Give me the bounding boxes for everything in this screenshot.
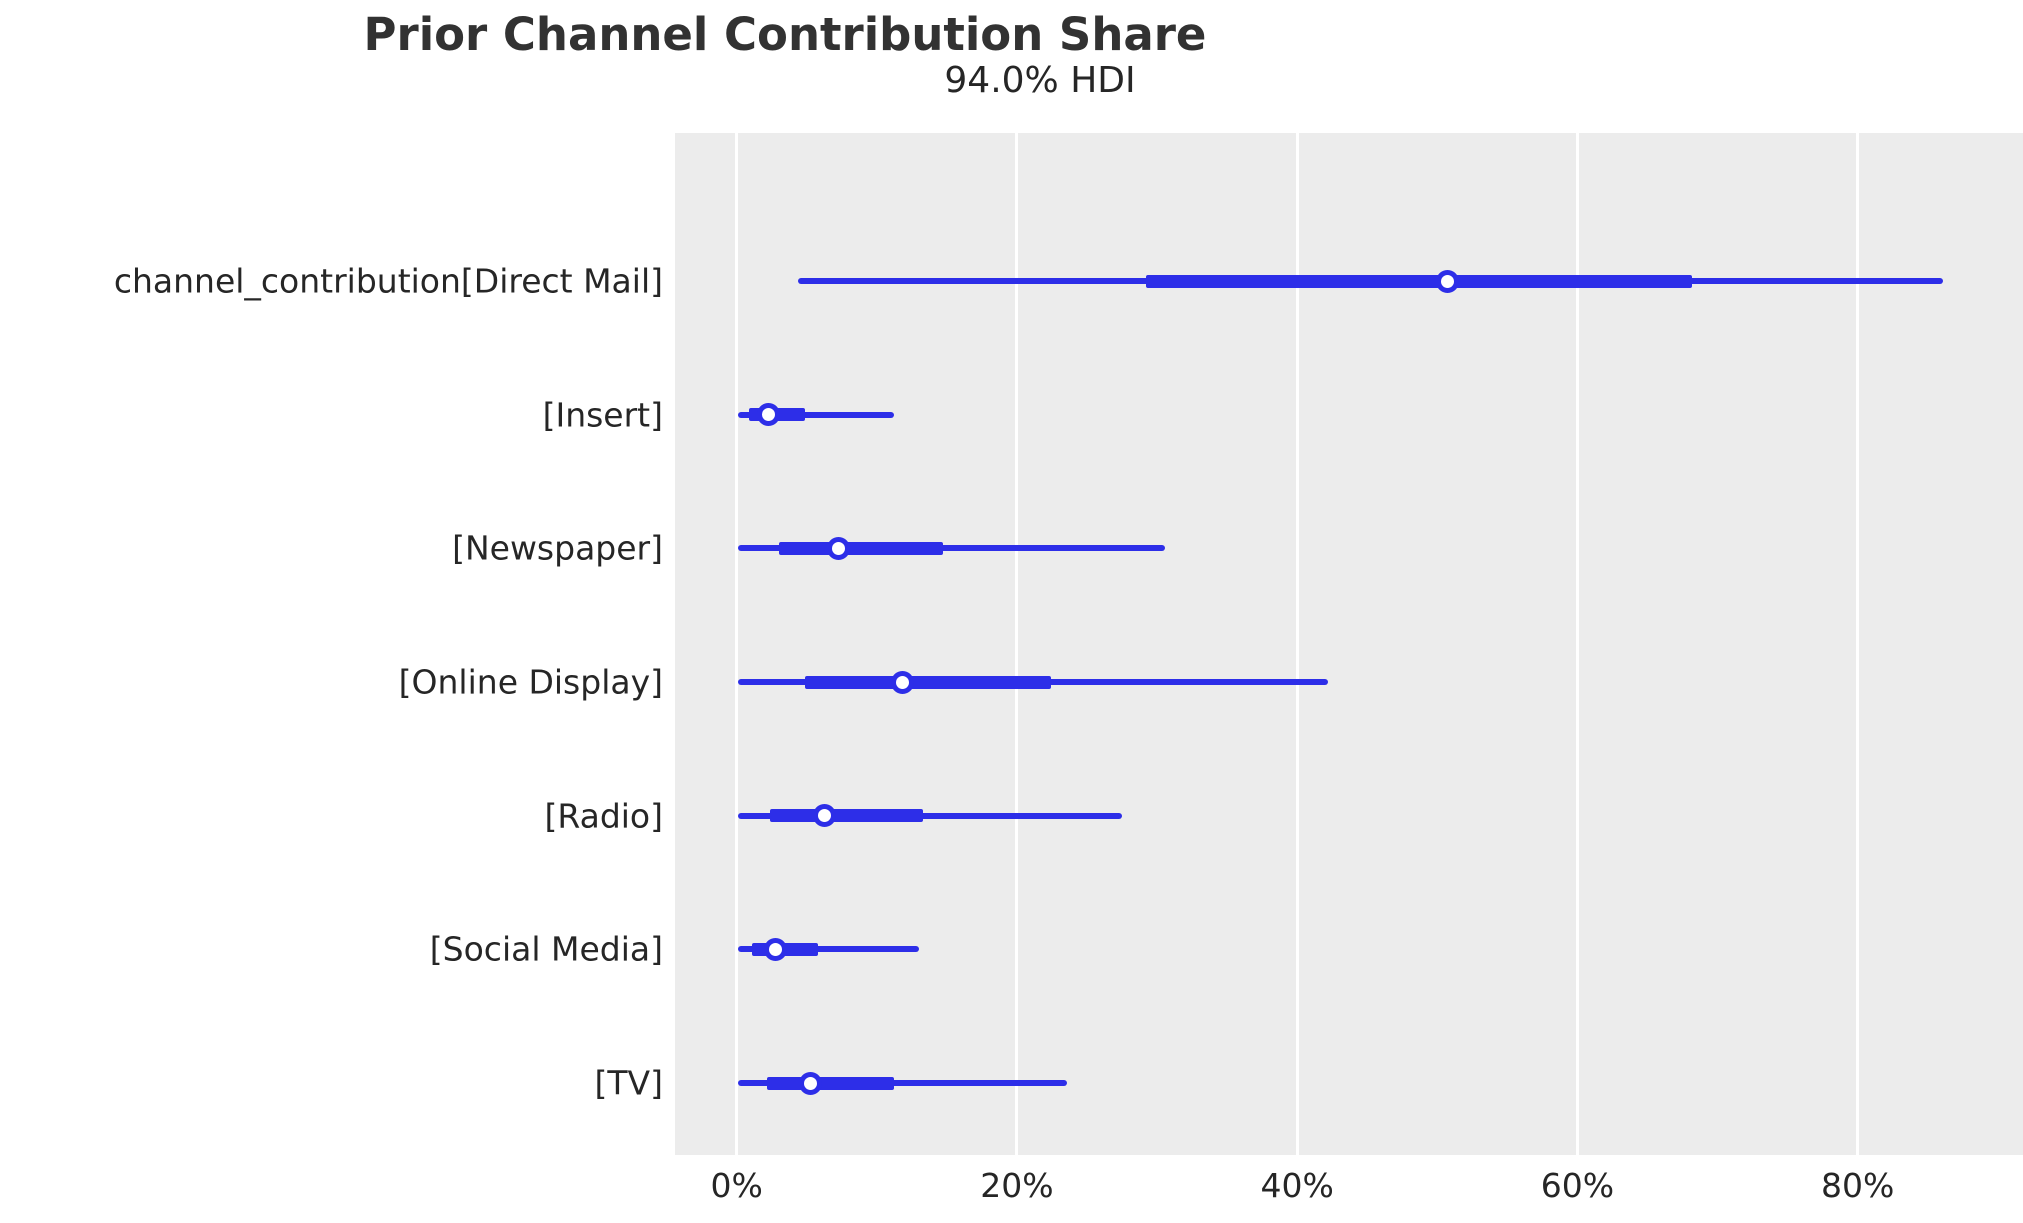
hdi-94-line (738, 1080, 1068, 1086)
x-tick-label: 60% (1540, 1166, 1615, 1205)
median-marker (890, 670, 914, 694)
median-marker (1435, 269, 1459, 293)
median-marker (813, 804, 837, 828)
gridline-0% (735, 133, 739, 1155)
gridline-40% (1295, 133, 1299, 1155)
hdi-94-line (738, 545, 1166, 552)
y-axis-label: [Radio] (544, 796, 663, 836)
hdi-94-line (738, 812, 1122, 819)
chart-subtitle-hdi: 94.0% HDI (944, 60, 1136, 101)
gridline-80% (1856, 133, 1860, 1155)
plot-area (675, 133, 2023, 1155)
median-marker (757, 403, 781, 427)
y-axis-label: [Social Media] (429, 929, 663, 969)
y-axis-label: [Online Display] (398, 662, 663, 702)
x-tick-label: 40% (1260, 1166, 1334, 1205)
x-tick-label: 20% (980, 1166, 1054, 1205)
iqr-line (767, 1076, 894, 1090)
median-marker (764, 937, 788, 961)
median-marker (799, 1071, 823, 1095)
x-tick-label: 0% (710, 1166, 763, 1205)
y-axis-label: [Insert] (542, 395, 663, 435)
y-axis-label: [TV] (594, 1063, 663, 1103)
iqr-line (770, 809, 924, 823)
chart-title: Prior Channel Contribution Share (363, 8, 1207, 61)
median-marker (827, 536, 851, 560)
hdi-94-line (738, 411, 894, 418)
gridline-60% (1575, 133, 1579, 1155)
gridline-20% (1015, 133, 1019, 1155)
y-axis-label: channel_contribution[Direct Mail] (113, 261, 663, 301)
iqr-line (778, 541, 943, 555)
iqr-line (805, 675, 1051, 689)
hdi-94-line (738, 946, 919, 953)
iqr-line (1145, 274, 1693, 288)
y-axis-label: [Newspaper] (452, 528, 663, 568)
x-tick-label: 80% (1820, 1166, 1895, 1205)
